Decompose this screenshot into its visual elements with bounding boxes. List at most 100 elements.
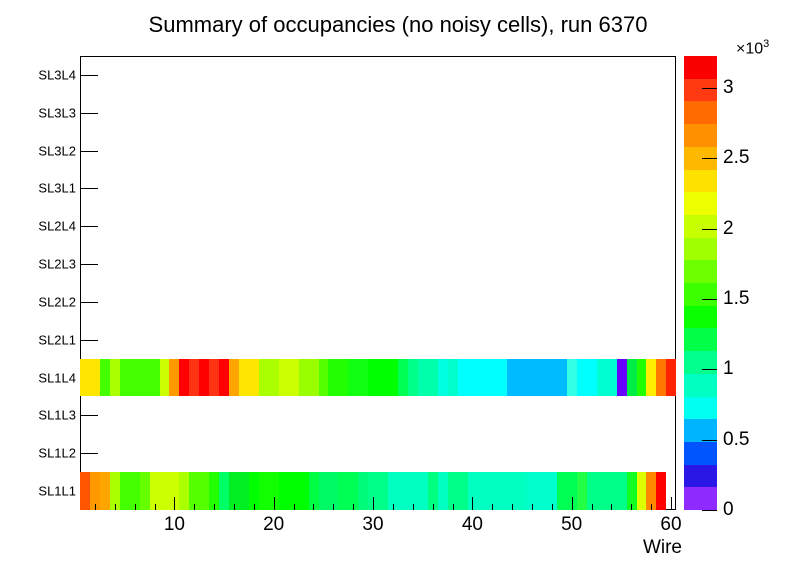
heatmap-cell <box>189 472 200 510</box>
heatmap-cell <box>318 472 329 510</box>
x-axis-tick <box>452 504 454 510</box>
heatmap-cell <box>338 358 349 397</box>
y-axis-tick <box>80 226 98 228</box>
heatmap-cell <box>467 472 478 510</box>
y-axis-label: SL1L4 <box>38 370 76 386</box>
x-axis-tick <box>114 504 116 510</box>
heatmap-cell <box>268 472 279 510</box>
heatmap-cell <box>398 472 408 510</box>
heatmap-cell <box>437 358 448 397</box>
heatmap-cell <box>219 472 230 510</box>
colorbar-band <box>684 305 717 329</box>
heatmap-cell <box>248 358 259 397</box>
heatmap-cell <box>586 472 597 510</box>
y-axis-label: SL3L1 <box>38 180 76 196</box>
colorbar <box>684 56 717 511</box>
colorbar-band <box>684 146 717 170</box>
heatmap-cell <box>288 358 299 397</box>
y-axis-label: SL1L2 <box>38 445 76 461</box>
heatmap-cell <box>149 358 160 397</box>
y-axis-tick <box>80 150 98 152</box>
heatmap-cell <box>229 358 239 397</box>
heatmap-cell <box>159 358 170 397</box>
heatmap-cell <box>447 358 458 397</box>
heatmap-cell <box>497 472 508 510</box>
x-axis-tick <box>353 504 355 510</box>
y-axis-tick <box>80 188 98 190</box>
heatmap-cell <box>348 472 359 510</box>
heatmap-cell <box>139 472 150 510</box>
heatmap-cell <box>129 358 140 397</box>
heatmap-cell <box>527 472 538 510</box>
y-axis-label: SL1L3 <box>38 407 76 423</box>
heatmap-cell <box>199 472 210 510</box>
heatmap-cell <box>338 472 349 510</box>
x-axis-tick <box>154 504 156 510</box>
heatmap-cell <box>477 358 488 397</box>
heatmap-cell <box>576 358 587 397</box>
x-axis-tick <box>432 504 434 510</box>
x-axis-tick-label: 50 <box>561 514 583 535</box>
heatmap-cell <box>596 358 607 397</box>
heatmap-cell <box>517 358 528 397</box>
x-axis-title: Wire <box>642 537 682 558</box>
heatmap-cell <box>308 472 319 510</box>
heatmap-cell <box>368 358 379 397</box>
x-axis-tick <box>512 504 514 510</box>
x-axis-tick-label: 40 <box>461 514 483 535</box>
heatmap-cell <box>547 358 557 397</box>
colorbar-tick-label: 2 <box>723 217 734 239</box>
heatmap-cell <box>209 358 220 397</box>
heatmap-cell <box>348 358 359 397</box>
heatmap-cell <box>229 472 239 510</box>
heatmap-cell <box>547 472 557 510</box>
y-axis-label: SL3L3 <box>38 105 76 121</box>
x-axis-tick-label: 30 <box>362 514 384 535</box>
heatmap-cell <box>606 472 617 510</box>
heatmap-cell <box>626 472 637 510</box>
heatmap-cell <box>199 358 210 397</box>
heatmap-cell <box>576 472 587 510</box>
x-axis-tick <box>94 504 96 510</box>
colorbar-band <box>684 260 717 284</box>
heatmap-cell <box>566 358 577 397</box>
heatmap-cell <box>487 358 498 397</box>
x-axis-tick <box>571 497 573 510</box>
heatmap-cell <box>248 472 259 510</box>
colorbar-band <box>684 328 717 352</box>
heatmap-cell <box>427 472 438 510</box>
heatmap-cell <box>109 472 120 510</box>
heatmap-cell <box>507 358 518 397</box>
heatmap-cell <box>487 472 498 510</box>
heatmap-cell <box>99 472 110 510</box>
x-axis-tick <box>611 504 613 510</box>
heatmap-cell <box>268 358 279 397</box>
heatmap-cell <box>537 358 548 397</box>
x-axis-tick-label: 20 <box>263 514 285 535</box>
x-axis-tick <box>273 497 275 510</box>
colorbar-tick-label: 0.5 <box>723 428 750 450</box>
heatmap-cell <box>557 472 567 510</box>
heatmap-cell <box>388 358 398 397</box>
heatmap-cell <box>119 472 130 510</box>
heatmap-cell <box>129 472 140 510</box>
heatmap-cell <box>596 472 607 510</box>
colorbar-tick <box>702 228 717 230</box>
heatmap-cell <box>457 472 468 510</box>
x-axis-tick <box>313 504 315 510</box>
heatmap-cell <box>239 358 249 397</box>
heatmap-cell <box>557 358 567 397</box>
heatmap-row-sl1l1 <box>80 472 676 510</box>
colorbar-tick <box>702 510 717 511</box>
heatmap-cell <box>656 358 667 397</box>
colorbar-tick <box>702 299 717 300</box>
heatmap-cell <box>457 358 468 397</box>
colorbar-band <box>684 419 717 442</box>
heatmap-cell <box>398 358 408 397</box>
heatmap-cell <box>189 358 200 397</box>
heatmap-cell <box>626 358 637 397</box>
heatmap-cell <box>109 358 120 397</box>
colorbar-tick-label: 2.5 <box>723 147 750 169</box>
heatmap-cell <box>89 358 100 397</box>
heatmap-cell <box>417 472 428 510</box>
